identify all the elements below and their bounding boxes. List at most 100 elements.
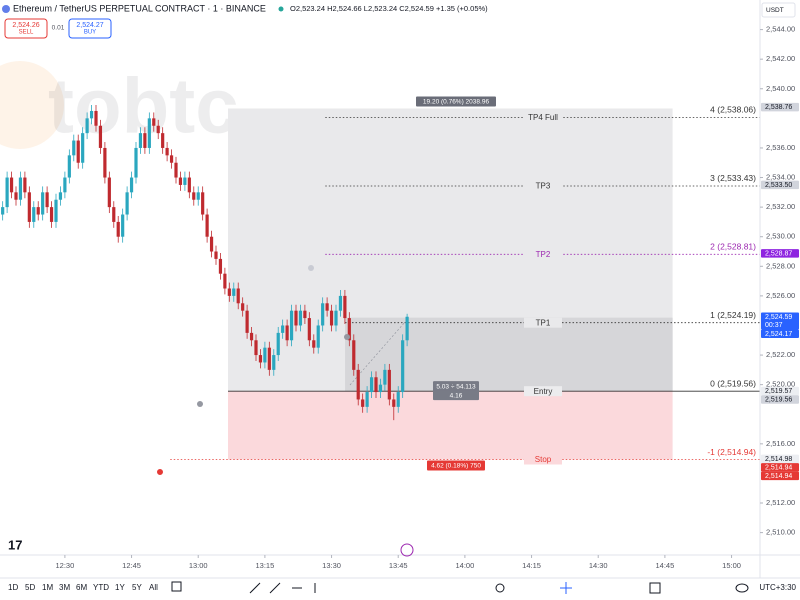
candle-body — [209, 236, 214, 252]
candle-body — [401, 340, 405, 393]
candle-body — [267, 347, 271, 370]
price-tag — [761, 386, 799, 396]
candle-body — [27, 192, 31, 222]
tool-icon[interactable] — [171, 581, 182, 592]
watermark — [0, 61, 64, 149]
level-label: 3 (2,533.43) — [710, 173, 756, 183]
candle-body — [249, 332, 254, 341]
candle-body — [312, 340, 316, 348]
candle-body — [241, 303, 245, 311]
buy-label: BUY — [84, 30, 96, 36]
candle-body — [9, 177, 14, 193]
interval-button[interactable]: 1M — [42, 583, 53, 592]
level-name-bg — [524, 454, 562, 465]
interval-button[interactable]: 3M — [59, 583, 70, 592]
candle-body — [281, 325, 285, 333]
candle-body — [89, 110, 94, 119]
x-tick-label: 12:30 — [55, 561, 74, 570]
level-name-bg — [524, 386, 562, 397]
level-name-bg — [524, 180, 562, 191]
candle-body — [116, 221, 120, 237]
level-label: 0 (2,519.56) — [710, 378, 756, 388]
interval-button[interactable]: 1Y — [115, 583, 125, 592]
tool-icon[interactable] — [735, 583, 749, 593]
interval-button[interactable]: All — [149, 583, 158, 592]
candle-body — [14, 192, 18, 200]
y-tick-label: 2,528.00 — [766, 261, 795, 270]
interval-button[interactable]: 5Y — [132, 583, 142, 592]
level-name: TP3 — [536, 182, 551, 191]
tool-icon[interactable] — [649, 582, 661, 594]
anchor-dot — [197, 401, 203, 407]
x-tick-label: 14:15 — [522, 561, 541, 570]
y-tick-label: 2,532.00 — [766, 202, 795, 211]
candle-body — [41, 192, 45, 215]
symbol-title[interactable]: Ethereum / TetherUS PERPETUAL CONTRACT ·… — [13, 3, 266, 13]
candle-body — [232, 288, 236, 296]
candle-body — [63, 177, 67, 193]
interval-button[interactable]: 1D — [8, 583, 18, 592]
candle-body — [85, 118, 89, 134]
price-tag-label: 2,514.98 — [765, 456, 792, 463]
price-tag — [761, 180, 799, 190]
candle-body — [343, 295, 347, 319]
x-tick-label: 13:30 — [322, 561, 341, 570]
y-tick-label: 2,534.00 — [766, 173, 795, 182]
level-label: -1 (2,514.94) — [707, 447, 756, 457]
annotation-bg — [427, 460, 485, 471]
candle-body — [98, 125, 103, 148]
buy-button[interactable] — [68, 18, 112, 39]
level-name-bg — [524, 112, 562, 123]
candle-body — [5, 177, 9, 208]
candle-body — [392, 399, 396, 407]
price-tag — [761, 312, 799, 330]
y-tick-label: 2,510.00 — [766, 528, 795, 537]
candle-body — [49, 207, 54, 222]
ohlc: O2,523.24 H2,524.66 L2,523.24 C2,524.59 … — [290, 4, 488, 13]
candle-body — [81, 133, 85, 163]
candle-body — [396, 392, 400, 407]
candle-body — [334, 310, 338, 326]
interval-button[interactable]: YTD — [93, 583, 109, 592]
candle-body — [112, 207, 116, 222]
candle-body — [369, 377, 374, 393]
price-tag — [761, 471, 799, 481]
interval-button[interactable]: 5D — [25, 583, 35, 592]
candle-body — [76, 140, 80, 163]
candle-body — [258, 355, 263, 363]
timezone[interactable]: UTC+3:30 — [759, 583, 796, 592]
tool-icon[interactable] — [495, 583, 505, 593]
price-tag — [761, 249, 799, 258]
candle-body — [161, 133, 165, 148]
candle-body — [374, 377, 378, 393]
tool-icon[interactable] — [269, 582, 281, 594]
candle-body — [18, 177, 23, 200]
candle-body — [32, 207, 36, 222]
tv-logo[interactable]: 17 — [8, 537, 22, 552]
candle-body — [183, 177, 187, 185]
candle-body — [272, 355, 276, 370]
candle-body — [205, 214, 209, 237]
currency-label: USDT — [766, 7, 784, 14]
candle-body — [298, 310, 303, 326]
price-tag — [761, 329, 799, 339]
price-tag-label: 2,528.87 — [765, 251, 792, 258]
buy-price: 2,524.27 — [76, 22, 103, 29]
sell-button[interactable] — [4, 18, 48, 39]
level-label: 4 (2,538.06) — [710, 105, 756, 115]
quantity: 0.01 — [52, 25, 65, 32]
tool-icon[interactable] — [249, 582, 261, 594]
candle-body — [23, 177, 27, 193]
candle-body — [1, 207, 5, 215]
annotation: 4.62 (0.18%) 750 — [431, 463, 481, 470]
currency-select[interactable] — [761, 2, 796, 18]
candle-body — [54, 199, 58, 222]
anchor-dot — [308, 265, 314, 271]
candle-body — [307, 318, 311, 341]
candle-body — [201, 192, 205, 215]
price-tag — [761, 395, 799, 404]
price-tag — [761, 102, 799, 112]
event-icon[interactable] — [400, 543, 414, 557]
interval-button[interactable]: 6M — [76, 583, 87, 592]
candle-body — [192, 192, 196, 200]
